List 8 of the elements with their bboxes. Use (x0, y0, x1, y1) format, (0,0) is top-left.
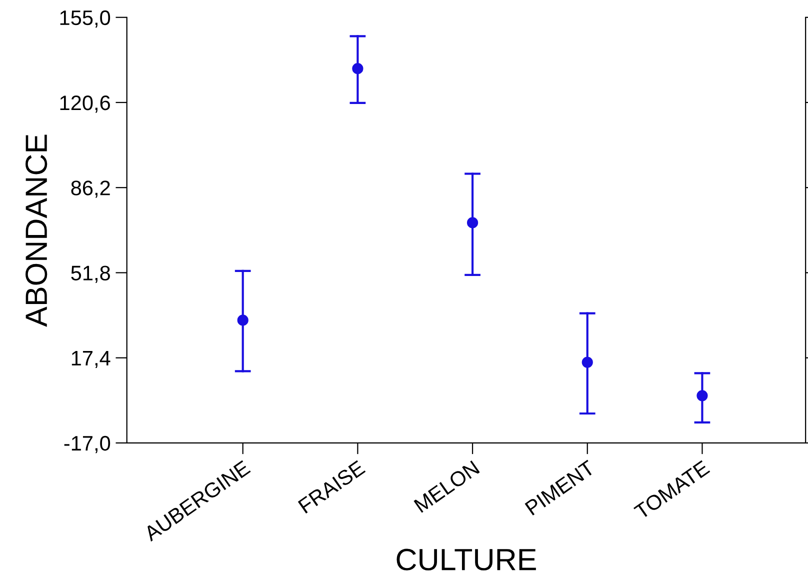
x-axis-title: CULTURE (396, 548, 536, 570)
y-tick-label: -17,0 (64, 436, 110, 454)
y-tick-label: 17,4 (72, 351, 110, 368)
y-tick-label: 155,0 (60, 10, 110, 28)
y-tick-label: 120,6 (60, 95, 110, 113)
y-tick-label: 86,2 (71, 180, 110, 198)
y-axis-title: ABONDANCE (26, 134, 48, 327)
y-tick-label: 51,8 (71, 266, 110, 283)
